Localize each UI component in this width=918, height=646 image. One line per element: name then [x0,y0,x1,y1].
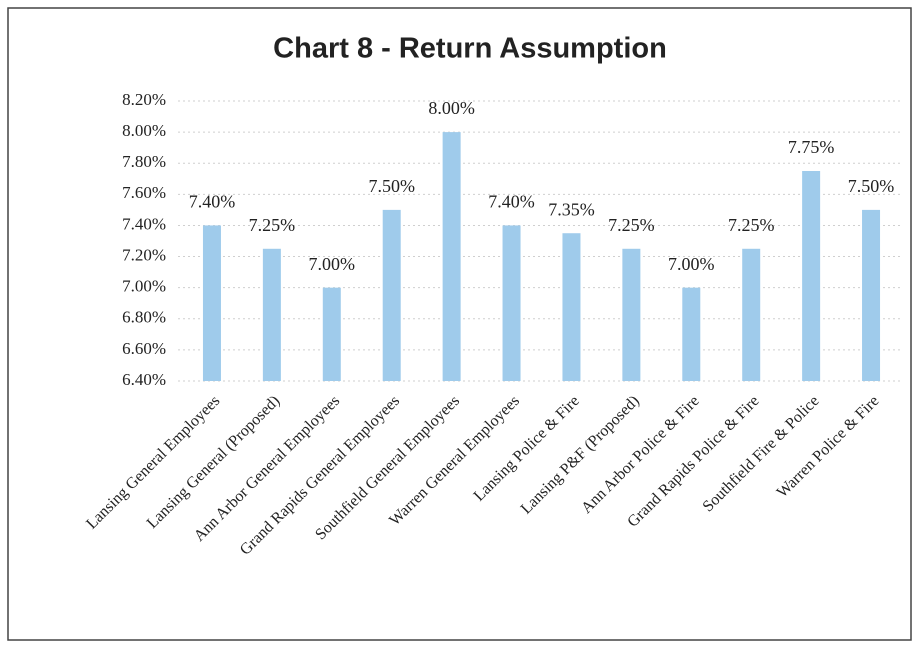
value-label: 7.75% [788,137,835,157]
x-tick-label: Lansing Police & Fire [471,392,583,504]
chart-frame [7,7,912,641]
bar [502,225,521,381]
value-label: 7.50% [848,176,895,196]
bar [382,209,401,381]
value-label: 7.50% [368,176,415,196]
value-label: 8.00% [428,98,475,118]
value-label: 7.25% [608,215,655,235]
bar [742,248,761,381]
y-tick-label: 7.80% [122,152,166,171]
y-tick-label: 8.00% [122,121,166,140]
bar [802,171,821,381]
value-label: 7.40% [488,192,535,212]
bar [862,209,881,381]
y-tick-label: 7.60% [122,183,166,202]
value-label: 7.00% [309,254,356,274]
chart-title: Chart 8 - Return Assumption [273,33,667,65]
y-tick-label: 6.80% [122,308,166,327]
y-tick-label: 7.40% [122,214,166,233]
value-label: 7.40% [189,192,236,212]
x-tick-label: Ann Arbor Police & Fire [578,392,703,517]
y-tick-label: 8.20% [122,90,166,109]
bar [562,233,581,381]
y-tick-label: 7.20% [122,245,166,264]
bar [442,132,461,381]
y-tick-label: 6.40% [122,370,166,389]
y-tick-label: 7.00% [122,277,166,296]
value-label: 7.00% [668,254,715,274]
bar [622,248,641,381]
bar [322,287,341,381]
bar [262,248,281,381]
y-tick-label: 6.60% [122,339,166,358]
x-tick-label: Lansing P&F (Proposed) [518,392,643,517]
bar [682,287,701,381]
bar [202,225,221,381]
x-tick-label: Warren Police & Fire [774,392,883,501]
x-tick-label: Southfield Fire & Police [700,392,823,515]
value-label: 7.25% [728,215,775,235]
value-label: 7.35% [548,199,595,219]
value-label: 7.25% [249,215,296,235]
